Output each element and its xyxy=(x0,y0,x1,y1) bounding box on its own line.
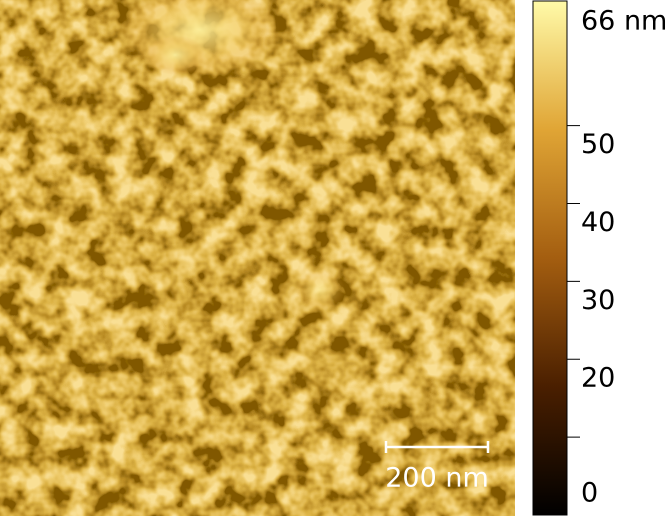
colorbar-axis: 0 20 30 40 50 66 nm xyxy=(567,6,667,509)
colorbar xyxy=(532,0,568,516)
colorbar-tick-label: 50 xyxy=(581,129,615,160)
afm-image xyxy=(0,0,515,516)
colorbar-tick-label: 0 xyxy=(581,478,598,509)
scale-bar xyxy=(384,441,490,453)
colorbar-tick-label: 66 nm xyxy=(581,6,667,37)
colorbar-tick-label: 40 xyxy=(581,207,615,238)
colorbar-tick-label: 20 xyxy=(581,363,615,394)
scale-bar-label: 200 nm xyxy=(385,463,489,494)
colorbar-tick-label: 30 xyxy=(581,285,615,316)
